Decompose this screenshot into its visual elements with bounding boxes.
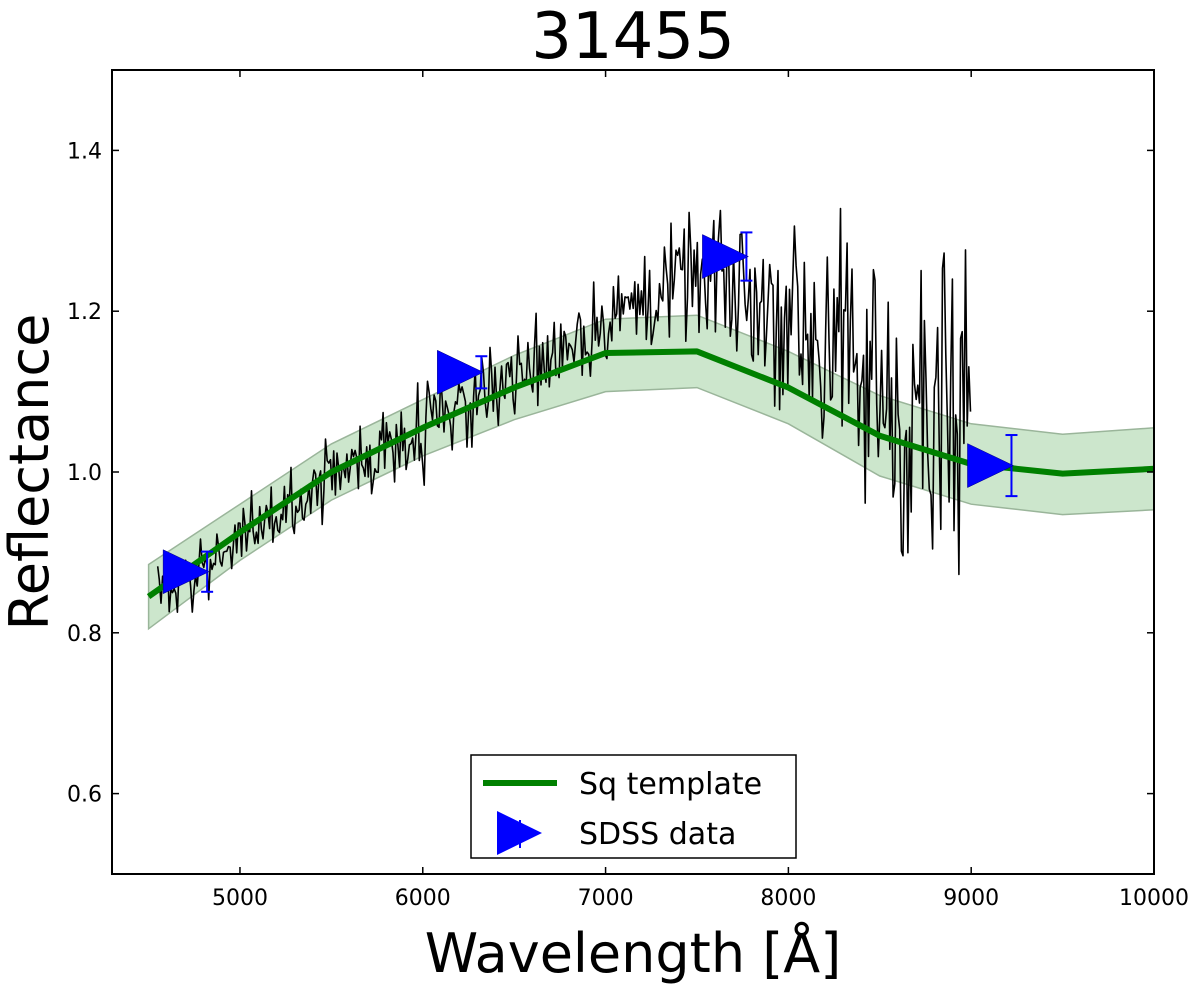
legend-label-sdss-data: SDSS data (579, 817, 736, 852)
legend: Sq template SDSS data (470, 754, 797, 859)
x-tick-label: 9000 (943, 886, 999, 911)
sdss-point (162, 549, 210, 595)
y-axis-label: Reflectance (0, 314, 61, 631)
chart-title: 31455 (531, 0, 735, 74)
legend-label-sq-template: Sq template (579, 767, 762, 802)
axis-ticks: 5000 6000 7000 8000 9000 10000 0.6 0.8 1.0 1.2 1.4 (67, 70, 1189, 911)
template-band (147, 314, 1155, 631)
y-tick-label: 0.8 (67, 622, 102, 647)
x-tick-label: 10000 (1119, 886, 1189, 911)
sdss-point (702, 234, 749, 279)
plot-area (146, 207, 1155, 631)
sdss-point (437, 349, 484, 395)
y-tick-label: 1.2 (67, 300, 102, 325)
spectrum-line (156, 207, 972, 613)
x-tick-label: 6000 (395, 886, 451, 911)
y-tick-label: 1.0 (67, 461, 102, 486)
y-tick-label: 1.4 (67, 139, 102, 164)
y-tick-label: 0.6 (67, 783, 102, 808)
x-tick-label: 8000 (760, 886, 816, 911)
plot-frame (111, 69, 1155, 875)
x-axis-label: Wavelength [Å] (425, 921, 842, 985)
sdss-point (967, 443, 1015, 488)
x-tick-label: 7000 (578, 886, 634, 911)
x-tick-label: 5000 (212, 886, 268, 911)
